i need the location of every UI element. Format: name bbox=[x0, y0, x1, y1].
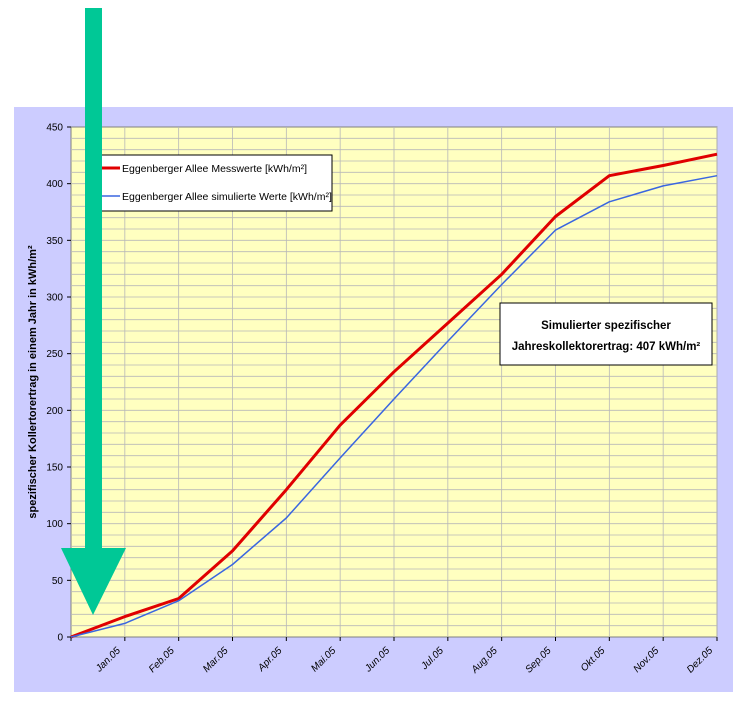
legend-label-messwerte: Eggenberger Allee Messwerte [kWh/m²] bbox=[122, 163, 307, 175]
y-axis-ticks: 0 50 100 150 200 250 300 350 400 450 bbox=[46, 123, 71, 644]
y-tick-label: 0 bbox=[57, 633, 63, 644]
annotation-box: Simulierter spezifischer Jahreskollektor… bbox=[499, 302, 713, 366]
series-line-1 bbox=[70, 152, 718, 639]
series-line-2 bbox=[70, 174, 718, 638]
series-lines bbox=[70, 152, 718, 639]
y-tick-label: 450 bbox=[46, 123, 63, 134]
legend: Eggenberger Allee Messwerte [kWh/m²] Egg… bbox=[85, 154, 333, 212]
y-tick-label: 300 bbox=[46, 293, 63, 304]
y-tick-label: 150 bbox=[46, 463, 63, 474]
y-axis-label: spezifischer Kollertorertrag in einem Ja… bbox=[27, 245, 39, 519]
y-tick-label: 350 bbox=[46, 236, 63, 247]
annotation-line-2: Jahreskollektorertrag: 407 kWh/m² bbox=[512, 341, 701, 353]
y-tick-label: 100 bbox=[46, 519, 63, 530]
grid bbox=[71, 127, 718, 637]
annotation-frame bbox=[499, 302, 713, 366]
y-tick-label: 50 bbox=[52, 576, 64, 587]
annotation-line-1: Simulierter spezifischer bbox=[541, 320, 671, 332]
y-tick-label: 400 bbox=[46, 179, 63, 190]
legend-box bbox=[85, 154, 333, 212]
y-tick-label: 250 bbox=[46, 349, 63, 360]
legend-label-simuliert: Eggenberger Allee simulierte Werte [kWh/… bbox=[122, 191, 332, 203]
down-arrow-icon bbox=[61, 8, 126, 615]
arrow-shaft bbox=[85, 8, 102, 550]
arrow-head bbox=[61, 548, 126, 615]
y-tick-label: 200 bbox=[46, 406, 63, 417]
